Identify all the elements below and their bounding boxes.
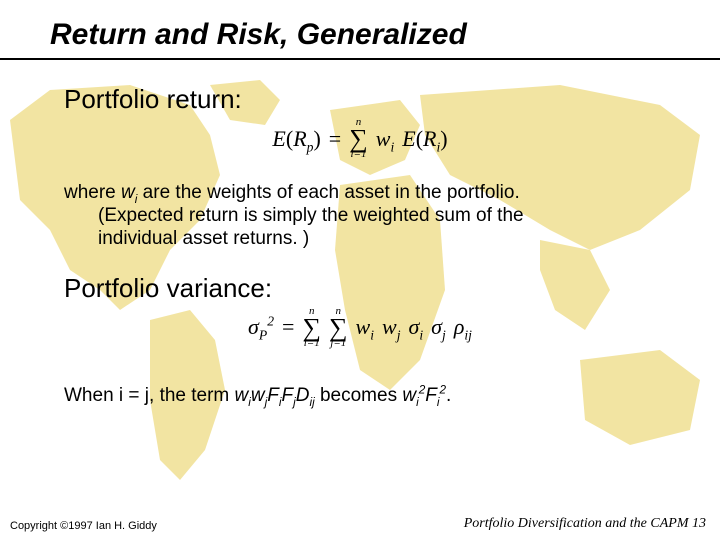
- where-clause: where wi are the weights of each asset i…: [64, 181, 670, 251]
- slide-title: Return and Risk, Generalized: [50, 18, 670, 52]
- expected-return-formula: E(Rp) = n ∑ i=1 wi E(Ri): [50, 117, 670, 175]
- footer-right: Portfolio Diversification and the CAPM 1…: [464, 516, 706, 532]
- section-portfolio-return: Portfolio return:: [64, 84, 670, 115]
- section-portfolio-variance: Portfolio variance:: [64, 273, 670, 304]
- copyright-text: Copyright ©1997 Ian H. Giddy: [10, 520, 157, 532]
- title-rule: [0, 58, 720, 60]
- when-clause: When i = j, the term wiwjFiFjDij becomes…: [64, 384, 670, 407]
- variance-formula: σP2 = n ∑ i=1 n ∑ j=1 wi wj σi σj ρij: [50, 306, 670, 376]
